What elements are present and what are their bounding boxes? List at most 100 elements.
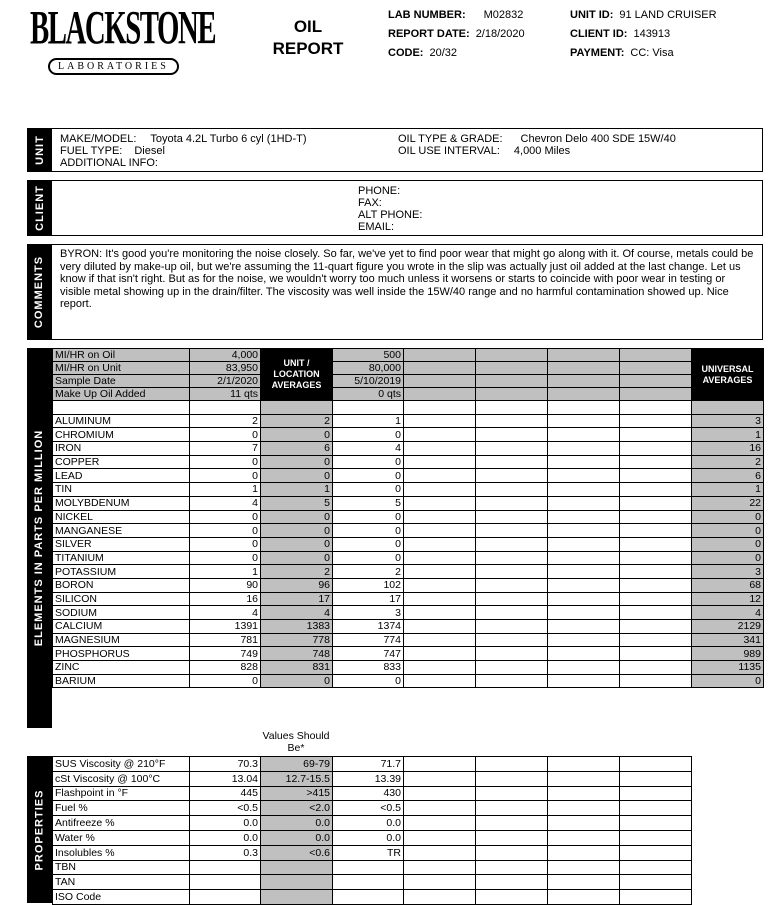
cell (403, 413, 476, 429)
property-name: TBN (52, 859, 190, 876)
cell (475, 509, 548, 525)
unit-average: 2 (260, 413, 333, 429)
row-label: MI/HR on Unit (52, 361, 190, 375)
property-name: Insolubles % (52, 844, 190, 861)
unit-average: 5 (260, 495, 333, 511)
universal-average: 22 (691, 495, 764, 511)
unit-average: 831 (260, 660, 333, 675)
unit-average: 0 (260, 454, 333, 470)
cell (475, 523, 548, 538)
expected-value: <2.0 (260, 800, 333, 817)
current-value: 7 (189, 441, 261, 456)
current-value: 0 (189, 509, 261, 525)
universal-average: 3 (691, 564, 764, 579)
cell (475, 591, 548, 607)
cell (547, 646, 620, 662)
cell (547, 844, 620, 861)
property-name: TAN (52, 874, 190, 891)
cell (475, 387, 548, 401)
cell (403, 859, 476, 876)
unit-average: 0 (260, 523, 333, 538)
cell (475, 619, 548, 634)
cell (403, 550, 476, 566)
cell (403, 829, 476, 846)
current-value: 16 (189, 591, 261, 607)
element-name: ZINC (52, 660, 190, 675)
element-row: CHROMIUM 0 0 0 1 (52, 427, 764, 443)
unit-average: 748 (260, 646, 333, 662)
previous-value: 5 (332, 495, 404, 511)
current-value: 1 (189, 482, 261, 497)
previous-value (332, 859, 404, 876)
cell (475, 646, 548, 662)
element-row: MAGNESIUM 781 778 774 341 (52, 632, 764, 648)
cell (403, 348, 476, 362)
previous-value: 0 (332, 509, 404, 525)
element-row: BORON 90 96 102 68 (52, 577, 764, 593)
previous-value: 747 (332, 646, 404, 662)
previous-value: 102 (332, 577, 404, 593)
cell (619, 756, 692, 772)
property-name: cSt Viscosity @ 100°C (52, 770, 190, 787)
property-row: Water % 0.0 0.0 0.0 (52, 829, 692, 846)
expected-value (260, 889, 333, 905)
cell (475, 454, 548, 470)
cell (619, 619, 692, 634)
element-row: NICKEL 0 0 0 0 (52, 509, 764, 525)
previous-value: 0 (332, 536, 404, 552)
cell (547, 413, 620, 429)
cell (547, 815, 620, 831)
cell (475, 785, 548, 802)
cell (403, 619, 476, 634)
cell (547, 536, 620, 552)
cell (403, 785, 476, 802)
row-label: Sample Date (52, 374, 190, 388)
unit-average: 0 (260, 509, 333, 525)
current-value: 781 (189, 632, 261, 648)
cell (619, 829, 692, 846)
unit-average: 0 (260, 427, 333, 443)
unit-average: 0 (260, 673, 333, 689)
expected-value: <0.6 (260, 844, 333, 861)
cell (475, 468, 548, 484)
previous-value: 0 (332, 550, 404, 566)
cell (619, 536, 692, 552)
current-value (189, 859, 261, 876)
unit-section-label: UNIT (27, 128, 52, 172)
cell (403, 564, 476, 579)
cell (403, 468, 476, 484)
element-row: SODIUM 4 4 3 4 (52, 605, 764, 620)
previous-value: 0.0 (332, 829, 404, 846)
element-row: BARIUM 0 0 0 0 (52, 673, 764, 689)
cell (619, 413, 692, 429)
cell (475, 844, 548, 861)
previous-value: 0 (332, 482, 404, 497)
current-value: 83,950 (189, 361, 261, 375)
previous-value: 5/10/2019 (332, 374, 404, 388)
comments-text: BYRON: It's good you're monitoring the n… (52, 244, 763, 340)
cell (619, 673, 692, 689)
previous-value: 3 (332, 605, 404, 620)
universal-average: 341 (691, 632, 764, 648)
cell (547, 660, 620, 675)
expected-value (260, 859, 333, 876)
cell (619, 400, 692, 415)
cell (547, 523, 620, 538)
cell (403, 536, 476, 552)
cell (403, 756, 476, 772)
cell (619, 454, 692, 470)
cell (619, 577, 692, 593)
cell (547, 441, 620, 456)
element-row: TITANIUM 0 0 0 0 (52, 550, 764, 566)
current-value: 749 (189, 646, 261, 662)
cell (475, 495, 548, 511)
previous-value: 774 (332, 632, 404, 648)
info-row: MI/HR on Oil 4,000 UNIT / LOCATION AVERAGE… (52, 348, 764, 401)
element-row: MOLYBDENUM 4 5 5 22 (52, 495, 764, 511)
universal-average: 0 (691, 550, 764, 566)
cell (403, 400, 476, 415)
current-value: 13.04 (189, 770, 261, 787)
previous-value: 17 (332, 591, 404, 607)
cell (619, 374, 692, 388)
cell (619, 427, 692, 443)
